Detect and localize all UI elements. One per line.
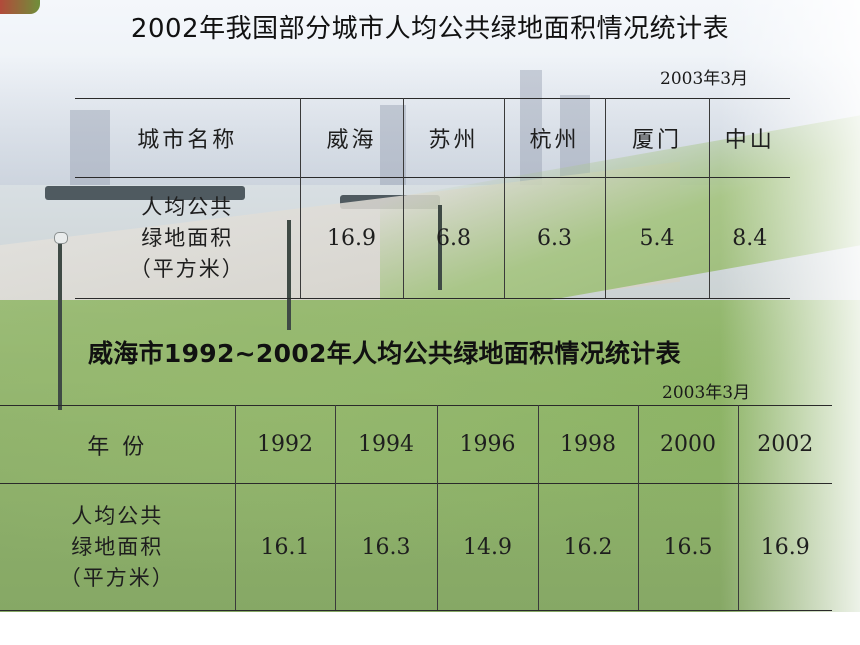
bottom-margin xyxy=(0,612,860,645)
table2-value-cell: 16.1 xyxy=(234,483,336,611)
table2-value-cell: 14.9 xyxy=(436,483,539,611)
table2-column-header: 1992 xyxy=(234,405,336,484)
table1-date: 2003年3月 xyxy=(660,69,749,89)
table1-value-cell: 6.3 xyxy=(503,177,606,299)
table2-value-row: 人均公共 绿地面积 （平方米） 16.1 16.3 14.9 16.2 16.5… xyxy=(0,483,832,611)
table2-value-cell: 16.9 xyxy=(737,483,832,611)
row-label-line: 绿地面积 xyxy=(71,534,164,559)
table1-column-header: 杭州 xyxy=(503,98,606,178)
table2-value-cell: 16.5 xyxy=(637,483,739,611)
table2-header-row: 年 份 1992 1994 1996 1998 2000 2002 xyxy=(0,405,832,484)
table2-column-header: 1998 xyxy=(537,405,639,484)
row-label-line: （平方米） xyxy=(129,256,245,281)
row-label-line: （平方米） xyxy=(59,565,175,590)
row-label-line: 人均公共 xyxy=(141,194,234,219)
weihai-green-area-table: 年 份 1992 1994 1996 1998 2000 2002 人均公共 绿… xyxy=(0,405,832,611)
table2-date: 2003年3月 xyxy=(662,383,751,403)
table1-header-label: 城市名称 xyxy=(75,98,301,178)
table1-column-header: 中山 xyxy=(708,98,790,178)
lamp-head xyxy=(54,232,68,244)
table1-value-cell: 5.4 xyxy=(604,177,710,299)
table1-column-header: 威海 xyxy=(299,98,404,178)
table2-column-header: 1996 xyxy=(436,405,539,484)
city-green-area-table: 城市名称 威海 苏州 杭州 厦门 中山 人均公共 绿地面积 （平方米） 16.9… xyxy=(75,98,790,299)
table1-row-label: 人均公共 绿地面积 （平方米） xyxy=(75,177,301,299)
row-label-line: 绿地面积 xyxy=(141,225,234,250)
table2-row-label: 人均公共 绿地面积 （平方米） xyxy=(0,483,236,611)
table1-value-cell: 6.8 xyxy=(402,177,505,299)
table2-column-header: 1994 xyxy=(334,405,438,484)
table1-column-header: 苏州 xyxy=(402,98,505,178)
table1-title: 2002年我国部分城市人均公共绿地面积情况统计表 xyxy=(130,14,730,44)
table1-value-cell: 16.9 xyxy=(299,177,404,299)
table1-column-header: 厦门 xyxy=(604,98,710,178)
table1-value-cell: 8.4 xyxy=(708,177,790,299)
lamp-post xyxy=(58,240,62,410)
table2-column-header: 2000 xyxy=(637,405,739,484)
table2-value-cell: 16.3 xyxy=(334,483,438,611)
table2-column-header: 2002 xyxy=(737,405,832,484)
row-label-line: 人均公共 xyxy=(71,503,164,528)
table2-title: 威海市1992~2002年人均公共绿地面积情况统计表 xyxy=(88,339,681,368)
table2-value-cell: 16.2 xyxy=(537,483,639,611)
corner-decoration xyxy=(0,0,40,14)
table1-value-row: 人均公共 绿地面积 （平方米） 16.9 6.8 6.3 5.4 8.4 xyxy=(75,177,790,299)
table2-header-label: 年 份 xyxy=(0,405,236,484)
table1-header-row: 城市名称 威海 苏州 杭州 厦门 中山 xyxy=(75,98,790,178)
